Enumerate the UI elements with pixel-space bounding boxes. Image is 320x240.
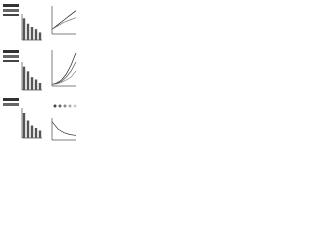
dot: [68, 104, 72, 108]
dot: [53, 104, 57, 108]
bar: [26, 120, 30, 138]
band: [3, 98, 19, 101]
bar: [38, 130, 42, 138]
bar: [38, 83, 42, 90]
bar: [30, 77, 34, 90]
band: [3, 14, 19, 16]
bar: [22, 66, 26, 90]
blot-a: [3, 4, 19, 16]
dot-blot: [53, 104, 77, 108]
bar: [26, 71, 30, 90]
dot: [58, 104, 62, 108]
bar: [22, 113, 26, 138]
band: [3, 4, 19, 7]
series-line: [51, 70, 77, 85]
series-line: [51, 52, 77, 85]
bar: [30, 125, 34, 138]
band: [3, 9, 19, 12]
blot-c: [3, 98, 19, 106]
blot-b: [3, 50, 19, 62]
dot: [63, 104, 67, 108]
bar: [34, 79, 38, 90]
bar: [30, 27, 34, 40]
band: [3, 50, 19, 53]
series-line: [51, 121, 77, 136]
band: [3, 103, 19, 106]
bar: [38, 32, 42, 40]
bar: [26, 23, 30, 40]
band: [3, 60, 19, 62]
series-line: [51, 10, 77, 30]
figure: [3, 4, 77, 141]
bar: [34, 29, 38, 40]
bar: [22, 18, 26, 40]
band: [3, 55, 19, 58]
series-line: [51, 17, 77, 30]
bar: [34, 128, 38, 138]
dot: [73, 104, 77, 108]
